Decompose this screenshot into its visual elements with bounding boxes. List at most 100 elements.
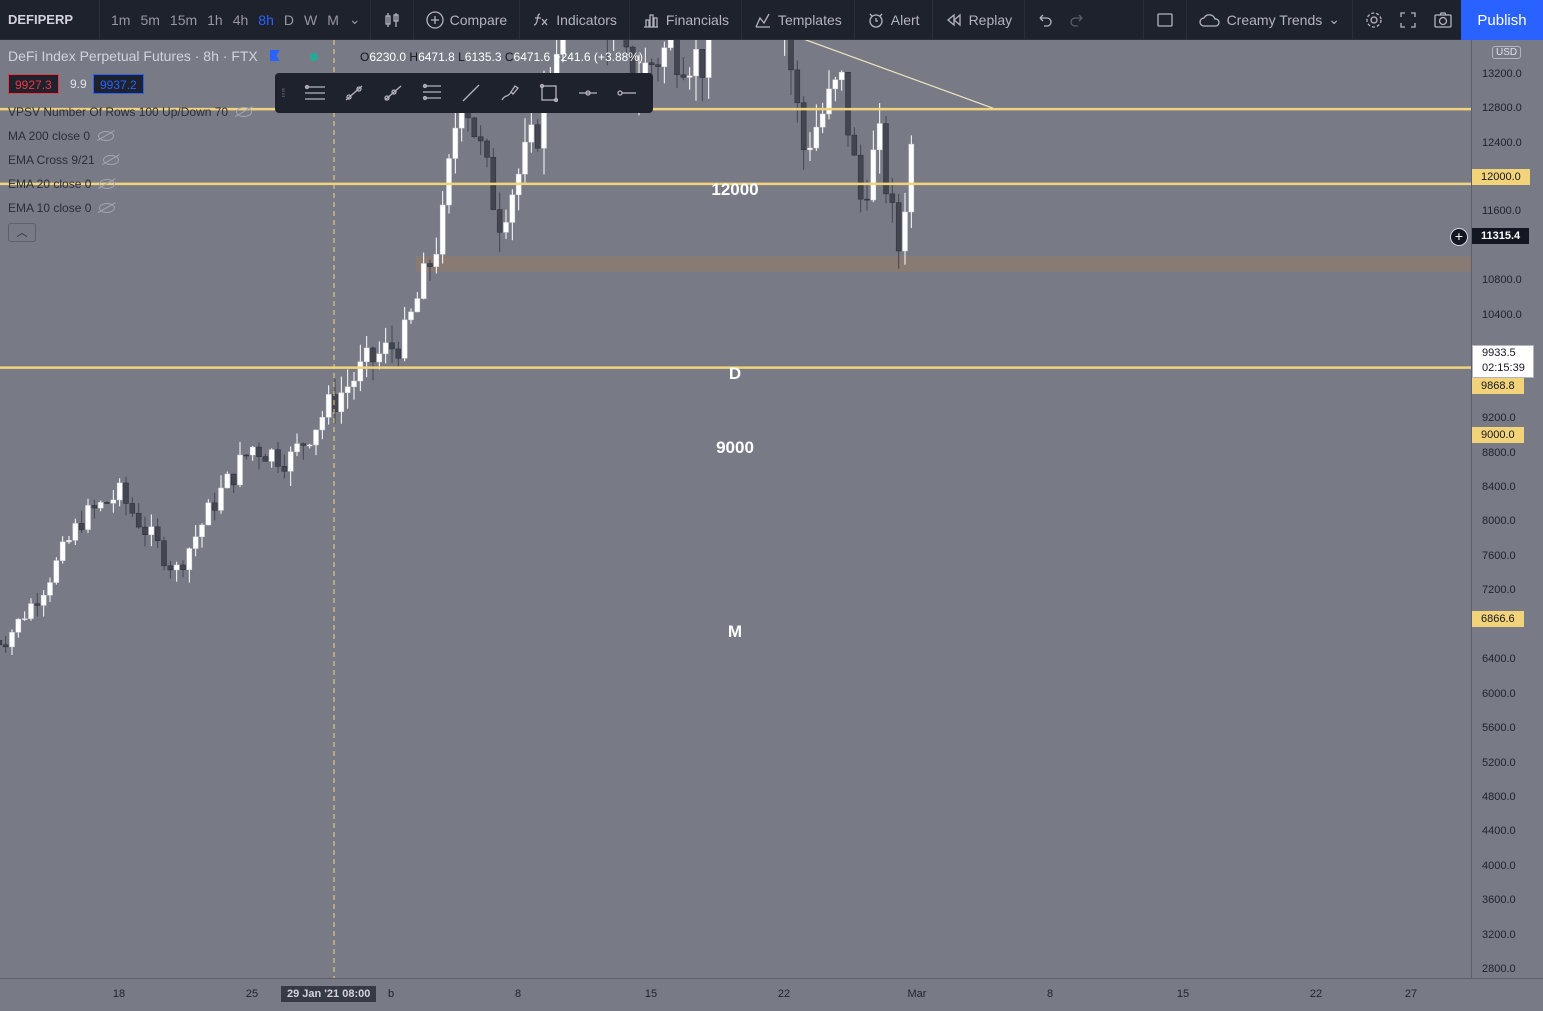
interval-w[interactable]: W [304, 11, 318, 28]
publish-button[interactable]: Publish [1461, 0, 1543, 40]
ray-tool-button[interactable] [373, 73, 412, 113]
candle-down [851, 134, 858, 156]
chevron-down-icon: ⌄ [1328, 11, 1340, 27]
chevron-up-icon: ︿ [16, 227, 28, 239]
candle-down [655, 64, 661, 67]
candle-down [484, 140, 490, 158]
redo-button[interactable] [1061, 0, 1093, 40]
indicator-row[interactable]: EMA Cross 9/21 [8, 153, 119, 167]
open-label: O [360, 50, 370, 64]
indicator-row[interactable]: MA 200 close 0 [8, 129, 115, 143]
flag-icon[interactable] [269, 50, 280, 61]
eye-hidden-icon[interactable] [236, 107, 253, 117]
eye-hidden-icon[interactable] [98, 131, 115, 141]
bar-chart-icon [643, 13, 658, 28]
time-tick: 22 [777, 988, 791, 1000]
eye-hidden-icon[interactable] [99, 203, 116, 213]
candle-up [40, 594, 47, 606]
alert-button[interactable]: Alert [859, 0, 928, 40]
interval-8h[interactable]: 8h [258, 11, 274, 28]
fib-tool-button[interactable] [412, 73, 451, 113]
financials-button[interactable]: Financials [634, 0, 737, 40]
eye-hidden-icon[interactable] [102, 155, 119, 165]
candle-up [53, 560, 60, 583]
currency-label[interactable]: USD [1492, 46, 1522, 59]
open-value: 6230.0 [369, 50, 407, 64]
line-tool-button[interactable] [451, 73, 490, 113]
indicator-label: EMA 20 close 0 [8, 177, 92, 191]
snapshot-button[interactable] [1425, 0, 1461, 40]
interval-4h[interactable]: 4h [232, 11, 249, 28]
indicator-row[interactable]: EMA 20 close 0 [8, 177, 116, 191]
rectangle-tool-button[interactable] [529, 73, 568, 113]
trendline-tool-button[interactable] [334, 73, 373, 113]
crosshair-time-badge: 29 Jan '21 08:00 [281, 986, 377, 1002]
chart-pane[interactable] [0, 40, 1471, 978]
top-toolbar: DEFIPERP 1m 5m 15m 1h 4h 8h D W M ⌄ Comp… [0, 0, 1543, 40]
candle-up [452, 127, 459, 159]
candle-up [813, 126, 820, 149]
symbol-title[interactable]: DeFi Index Perpetual Futures · 8h · FTX [8, 48, 258, 64]
drag-handle-icon[interactable]: ⁞⁞ [281, 86, 286, 100]
price-tick: 4000.0 [1482, 860, 1516, 872]
undo-button[interactable] [1029, 0, 1061, 40]
candle-up [325, 394, 332, 418]
indicator-label: EMA Cross 9/21 [8, 153, 95, 167]
replay-button[interactable]: Replay [937, 0, 1021, 40]
candle-down [78, 523, 85, 530]
price-tick: 3200.0 [1482, 929, 1516, 941]
candle-down [845, 71, 851, 136]
candle-up [192, 536, 199, 549]
time-scale[interactable]: 18 25 b 8 15 22 Mar 8 15 22 27 29 Jan '2… [0, 978, 1543, 1011]
compare-button[interactable]: Compare [418, 0, 516, 40]
indicators-button[interactable]: Indicators [524, 0, 625, 40]
candle-up [876, 123, 883, 151]
candle-up [693, 49, 699, 77]
price-tick: 4800.0 [1482, 791, 1516, 803]
brush-tool-button[interactable] [490, 73, 529, 113]
settings-button[interactable] [1357, 0, 1391, 40]
interval-d[interactable]: D [283, 11, 294, 28]
level-label-m: M [727, 622, 743, 641]
sell-price-button[interactable]: 9927.3 [8, 74, 59, 94]
interval-5m[interactable]: 5m [140, 11, 160, 28]
collapse-legend-button[interactable]: ︿ [8, 223, 36, 242]
last-price-badge: 9933.5 02:15:39 [1472, 345, 1534, 378]
level-badge-9000: 9000.0 [1472, 427, 1524, 443]
interval-m[interactable]: M [327, 11, 339, 28]
buy-price-button[interactable]: 9937.2 [93, 74, 144, 94]
time-tick: 25 [245, 988, 259, 1000]
candle-down [534, 124, 541, 149]
chart-type-button[interactable] [375, 0, 409, 40]
price-tick: 6400.0 [1482, 653, 1516, 665]
template-tool-button[interactable] [295, 73, 334, 113]
chevron-down-icon[interactable]: ⌄ [348, 11, 361, 27]
horizontal-ray-tool-button[interactable] [568, 73, 607, 113]
horizontal-line-tool-button[interactable] [607, 73, 646, 113]
interval-15m[interactable]: 15m [169, 11, 198, 28]
candle-down [395, 348, 402, 359]
last-price-value: 9933.5 [1482, 347, 1516, 359]
interval-1h[interactable]: 1h [207, 11, 223, 28]
fullscreen-button[interactable] [1391, 0, 1425, 40]
layout-menu-button[interactable]: Creamy Trends ⌄ [1191, 0, 1348, 40]
add-alert-plus-icon[interactable]: + [1450, 228, 1468, 246]
candle-down [895, 202, 902, 252]
fullscreen-layout-button[interactable] [1148, 0, 1182, 40]
price-scale[interactable]: USD 13200.0 12800.0 12400.0 11600.0 1080… [1471, 40, 1543, 978]
candle-up [376, 353, 383, 363]
symbol-search-button[interactable]: DEFIPERP [0, 0, 100, 40]
candle-down [243, 454, 250, 457]
price-tick: 8800.0 [1482, 447, 1516, 459]
candle-up [870, 149, 877, 201]
indicators-label: Indicators [556, 11, 617, 28]
indicator-row[interactable]: VPSV Number Of Rows 100 Up/Down 70 [8, 105, 253, 119]
candle-down [889, 193, 896, 203]
interval-1m[interactable]: 1m [111, 11, 131, 28]
templates-button[interactable]: Templates [746, 0, 850, 40]
brush-icon [500, 85, 519, 101]
candle-up [59, 541, 66, 561]
eye-hidden-icon[interactable] [99, 179, 116, 189]
candle-up [522, 141, 528, 175]
indicator-row[interactable]: EMA 10 close 0 [8, 201, 116, 215]
